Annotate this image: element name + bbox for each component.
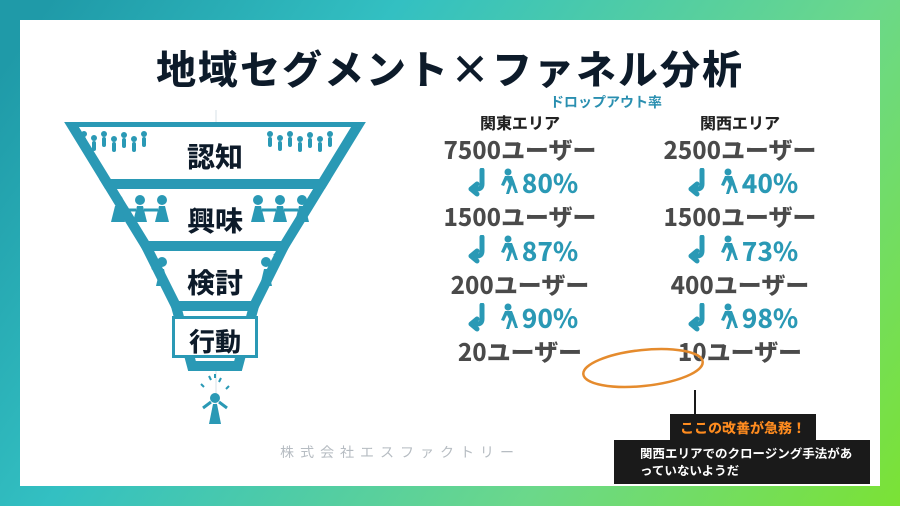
column-kansai: 関西エリア 2500ユーザー 40% 1500ユーザー 73% 400ユーザー bbox=[640, 110, 840, 365]
drop-arrow-icon bbox=[682, 235, 712, 265]
walking-person-icon bbox=[496, 235, 518, 265]
kanto-users-4: 20ユーザー bbox=[420, 338, 620, 364]
walking-person-icon bbox=[716, 303, 738, 333]
drop-arrow-icon bbox=[462, 303, 492, 333]
column-kanto: 関東エリア 7500ユーザー 80% 1500ユーザー 87% 200ユーザー bbox=[420, 110, 620, 365]
subtitle-dropout-rate: ドロップアウト率 bbox=[550, 92, 662, 112]
walking-person-icon bbox=[496, 303, 518, 333]
walking-person-icon bbox=[716, 235, 738, 265]
callout-urgent: ここの改善が急務！ bbox=[670, 414, 816, 442]
kanto-drop-3: 90% bbox=[420, 299, 620, 336]
kansai-drop-1-pct: 40% bbox=[742, 164, 798, 201]
kansai-drop-2: 73% bbox=[640, 232, 840, 269]
funnel-diagram: 認知 興味 検討 行動 bbox=[60, 122, 370, 452]
slide-frame: 地域セグメント×ファネル分析 ドロップアウト率 bbox=[0, 0, 900, 506]
callout-leader-line bbox=[694, 390, 696, 416]
drop-arrow-icon bbox=[682, 303, 712, 333]
kanto-drop-1-pct: 80% bbox=[522, 164, 578, 201]
kansai-users-4: 10ユーザー bbox=[640, 338, 840, 364]
callout-note: 関西エリアでのクロージング手法があっていないようだ bbox=[614, 440, 870, 484]
kanto-drop-2-pct: 87% bbox=[522, 232, 578, 269]
funnel-stage-3: 検討 bbox=[60, 262, 370, 302]
kanto-users-1: 7500ユーザー bbox=[420, 136, 620, 162]
company-footer: 株式会社エスファクトリー bbox=[280, 442, 520, 462]
funnel-stage-4: 行動 bbox=[60, 322, 370, 359]
drop-arrow-icon bbox=[462, 168, 492, 198]
kanto-users-2: 1500ユーザー bbox=[420, 203, 620, 229]
kansai-drop-2-pct: 73% bbox=[742, 232, 798, 269]
kansai-users-2: 1500ユーザー bbox=[640, 203, 840, 229]
drop-arrow-icon bbox=[462, 235, 492, 265]
kansai-drop-3-pct: 98% bbox=[742, 299, 798, 336]
drop-arrow-icon bbox=[682, 168, 712, 198]
walking-person-icon bbox=[716, 168, 738, 198]
kansai-users-3: 400ユーザー bbox=[640, 271, 840, 297]
kansai-drop-3: 98% bbox=[640, 299, 840, 336]
slide-card: 地域セグメント×ファネル分析 ドロップアウト率 bbox=[20, 20, 880, 486]
kanto-drop-1: 80% bbox=[420, 164, 620, 201]
kanto-users-3: 200ユーザー bbox=[420, 271, 620, 297]
kanto-drop-3-pct: 90% bbox=[522, 299, 578, 336]
funnel-stage-1: 認知 bbox=[60, 136, 370, 176]
kansai-users-1: 2500ユーザー bbox=[640, 136, 840, 162]
walking-person-icon bbox=[496, 168, 518, 198]
kanto-drop-2: 87% bbox=[420, 232, 620, 269]
page-title: 地域セグメント×ファネル分析 bbox=[20, 38, 880, 96]
funnel-stage-2: 興味 bbox=[60, 200, 370, 240]
kansai-drop-1: 40% bbox=[640, 164, 840, 201]
